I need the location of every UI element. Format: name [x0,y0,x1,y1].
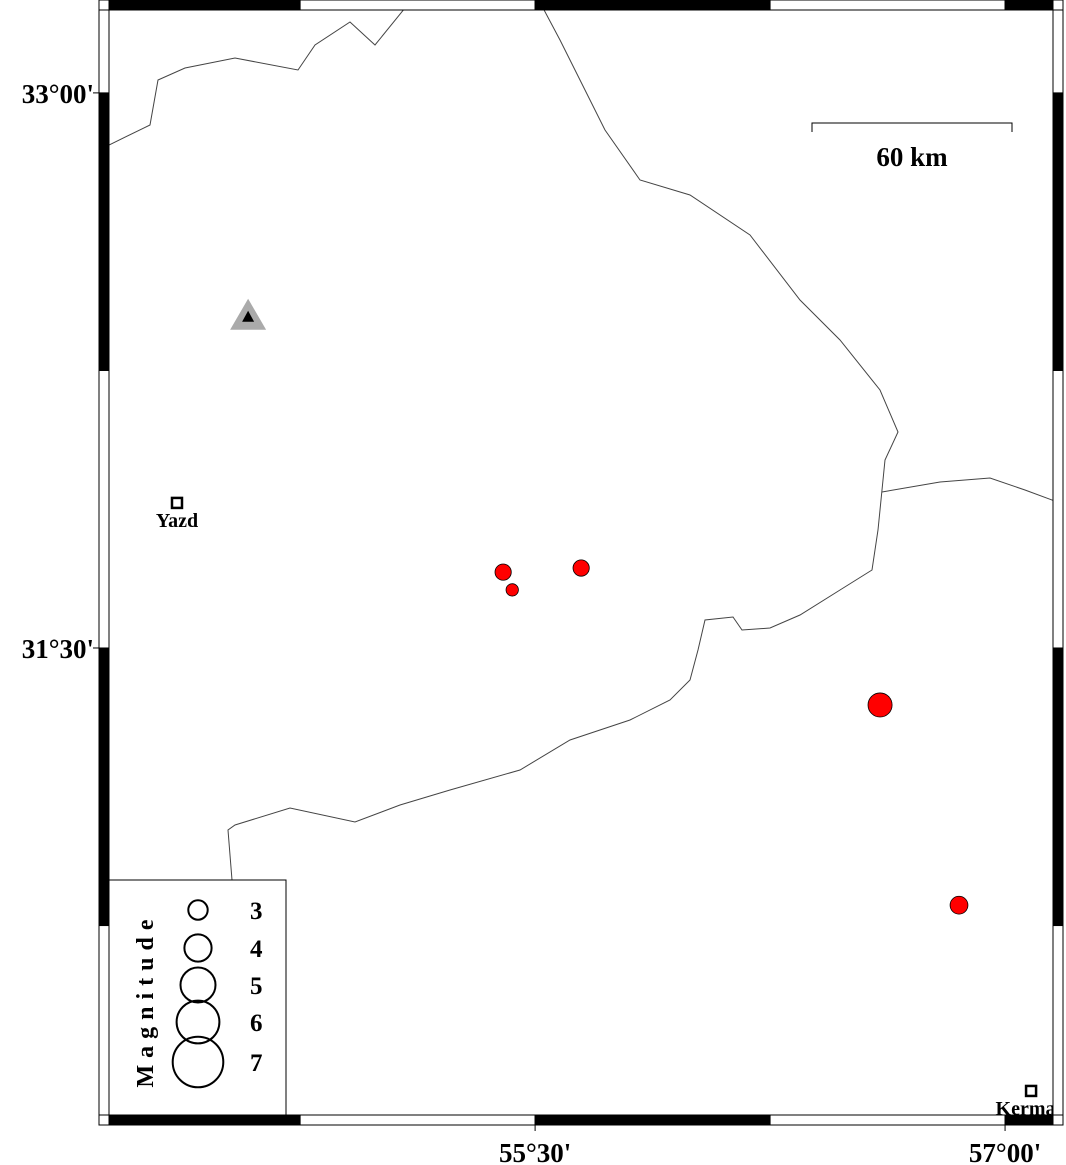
city-marker [1024,1084,1038,1098]
legend-label: 3 [250,898,263,925]
scale-bar [811,122,1013,132]
frame-segment [98,647,110,927]
frame-segment [98,925,110,1116]
border [227,10,899,881]
frame-segment [1052,369,1064,649]
legend-title: Magnitude [133,912,159,1087]
frame-outline [98,0,1064,1126]
frame-segment [769,1114,1006,1126]
frame-segment [98,9,110,94]
scale-bar-label: 60 km [876,142,948,172]
frame-segment [534,1114,771,1126]
legend-label: 4 [250,936,263,963]
y-tick-label: 31°30' [22,634,94,664]
frame-segment [108,0,301,11]
earthquake [949,895,969,915]
earthquake [494,563,512,581]
frame-segment [299,1114,536,1126]
border [109,10,405,146]
border [881,477,1053,501]
legend-symbol [187,899,209,921]
frame-segment [98,369,110,649]
legend-symbol [171,1035,225,1089]
legend-label: 5 [250,973,263,1000]
y-tick-label: 33°00' [22,79,94,109]
frame-segment [108,1114,301,1126]
frame-segment [1052,647,1064,927]
borders [109,10,1053,881]
frame-segment [98,92,110,371]
legend-label: 6 [250,1010,263,1037]
legend-symbol [179,966,217,1004]
frame-segment [1052,9,1064,94]
frame-segment [1004,0,1054,11]
legend-label: 7 [250,1050,263,1077]
legend-symbol [175,999,221,1045]
legend-symbol [183,933,213,963]
city-label: Yazd [156,510,198,532]
frame-segment [299,0,536,11]
x-tick-label: 55°30' [499,1138,571,1165]
earthquake [505,583,519,597]
frame-segment [769,0,1006,11]
map-content: Yazd Kerman [156,298,1066,1120]
city-label: Kerman [996,1098,1066,1120]
earthquake [867,692,893,718]
station-inner [242,310,255,322]
city-marker [170,496,184,510]
frame-segment [1052,925,1064,1116]
x-tick-label: 57°00' [969,1138,1041,1165]
frame-segment [1004,1114,1054,1126]
frame-segment [534,0,771,11]
earthquake [572,559,590,577]
frame-segment [1052,92,1064,371]
